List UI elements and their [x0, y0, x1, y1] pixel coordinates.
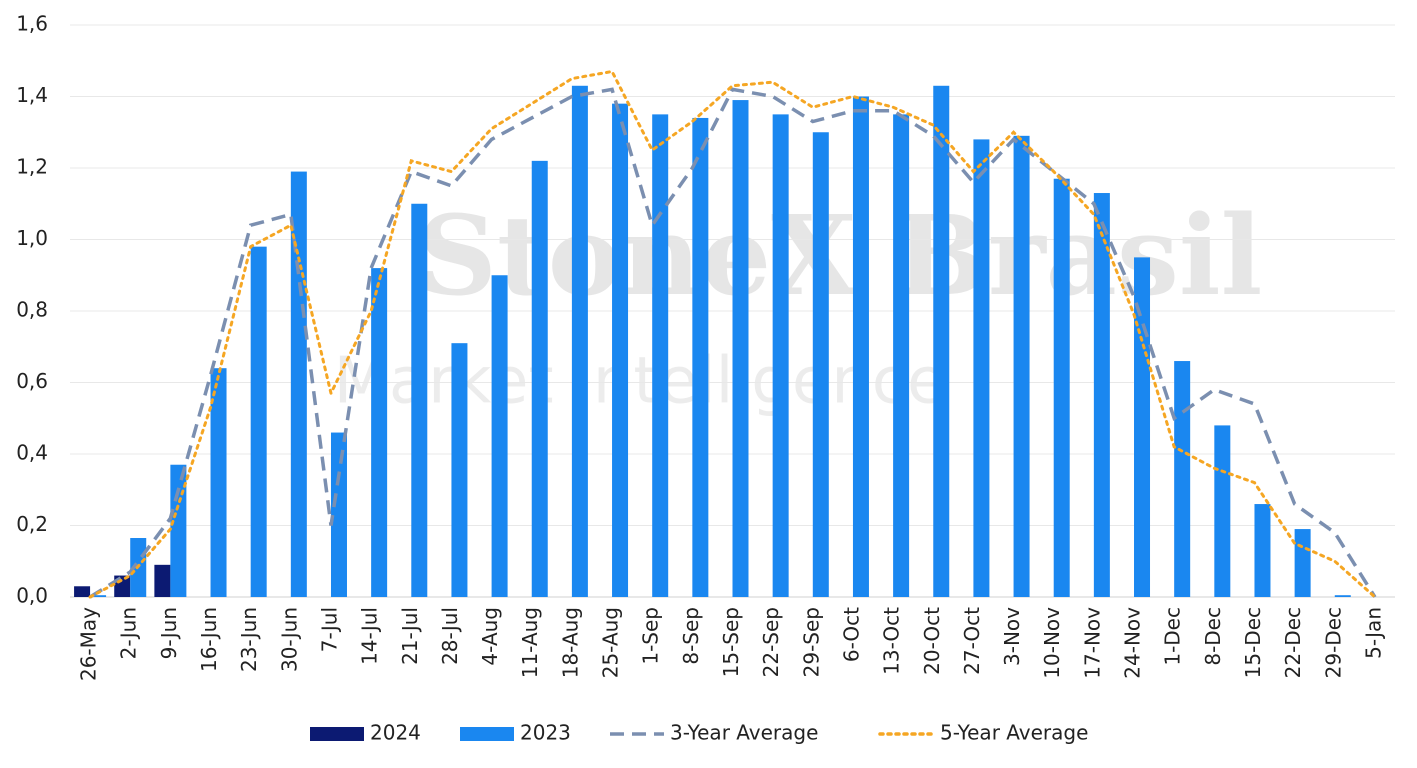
legend-swatch: [310, 727, 364, 741]
x-tick-label: 16-Jun: [197, 607, 221, 672]
x-tick-label: 18-Aug: [558, 607, 582, 678]
y-tick-label: 0,4: [16, 441, 48, 465]
y-tick-label: 1,4: [16, 83, 48, 107]
bar: [973, 139, 990, 597]
x-tick-label: 3-Nov: [1000, 607, 1024, 666]
bar: [1053, 178, 1070, 597]
x-tick-label: 7-Jul: [317, 607, 341, 652]
x-tick-label: 28-Jul: [438, 607, 462, 665]
x-tick-label: 22-Sep: [759, 607, 783, 677]
bar: [812, 132, 829, 597]
y-tick-label: 0,8: [16, 298, 48, 322]
x-tick-label: 9-Jun: [157, 607, 181, 659]
bar: [1134, 257, 1151, 597]
bar: [893, 114, 910, 597]
bar: [451, 343, 468, 597]
y-tick-label: 1,0: [16, 226, 48, 250]
legend-label: 5-Year Average: [940, 721, 1088, 745]
x-tick-label: 1-Dec: [1161, 607, 1185, 666]
x-tick-label: 24-Nov: [1121, 607, 1145, 679]
x-tick-label: 27-Oct: [960, 607, 984, 675]
legend-swatch: [460, 727, 514, 741]
x-tick-label: 11-Aug: [518, 607, 542, 678]
x-tick-label: 29-Sep: [799, 607, 823, 677]
watermark: StoneX Brasil: [418, 191, 1263, 320]
x-tick-label: 1-Sep: [639, 607, 663, 665]
line: [88, 69, 1377, 599]
x-tick-label: 30-Jun: [277, 607, 301, 672]
bar: [1013, 135, 1030, 597]
bar: [1294, 529, 1311, 597]
y-tick-label: 0,0: [16, 584, 48, 608]
y-tick-label: 0,6: [16, 369, 48, 393]
x-tick-label: 8-Dec: [1201, 607, 1225, 666]
watermark: Market Intelligence: [334, 345, 947, 419]
x-tick-label: 6-Oct: [839, 607, 863, 662]
x-tick-label: 25-Aug: [599, 607, 623, 678]
legend-label: 3-Year Average: [670, 721, 818, 745]
bar: [1254, 504, 1271, 597]
bar: [411, 203, 428, 597]
legend-label: 2023: [520, 721, 571, 745]
x-tick-label: 22-Dec: [1281, 607, 1305, 678]
bar: [90, 595, 107, 597]
bar: [210, 368, 227, 597]
bar: [852, 96, 869, 597]
bar: [612, 103, 629, 598]
bar: [371, 268, 388, 597]
x-tick-label: 23-Jun: [237, 607, 261, 672]
y-tick-label: 1,6: [16, 12, 48, 36]
bar: [571, 85, 588, 598]
x-tick-label: 4-Aug: [478, 607, 502, 666]
x-tick-label: 29-Dec: [1321, 607, 1345, 678]
x-tick-label: 15-Sep: [719, 607, 743, 677]
bar: [154, 564, 171, 597]
x-tick-label: 10-Nov: [1040, 607, 1064, 679]
line: [89, 87, 1377, 599]
x-tick-label: 5-Jan: [1361, 607, 1385, 659]
legend-label: 2024: [370, 721, 421, 745]
x-tick-label: 8-Sep: [679, 607, 703, 665]
x-tick-label: 14-Jul: [358, 607, 382, 665]
bar: [250, 246, 267, 597]
bar: [1093, 193, 1110, 597]
x-tick-label: 13-Oct: [880, 607, 904, 675]
bar: [772, 114, 789, 597]
bar: [330, 432, 347, 597]
bar: [692, 117, 709, 597]
x-tick-label: 15-Dec: [1241, 607, 1265, 678]
x-tick-label: 2-Jun: [117, 607, 141, 659]
bar: [652, 114, 669, 597]
x-tick-label: 21-Jul: [398, 607, 422, 665]
bar: [531, 160, 548, 597]
bar: [933, 85, 950, 598]
x-tick-label: 20-Oct: [920, 607, 944, 675]
x-tick-label: 26-May: [77, 607, 101, 681]
bar: [1334, 595, 1351, 597]
bar: [732, 100, 749, 597]
bar: [1174, 361, 1191, 597]
y-tick-label: 0,2: [16, 512, 48, 536]
x-tick-label: 17-Nov: [1080, 607, 1104, 679]
y-tick-label: 1,2: [16, 155, 48, 179]
bar: [1214, 425, 1231, 597]
bar: [74, 586, 91, 597]
bar: [491, 275, 508, 597]
